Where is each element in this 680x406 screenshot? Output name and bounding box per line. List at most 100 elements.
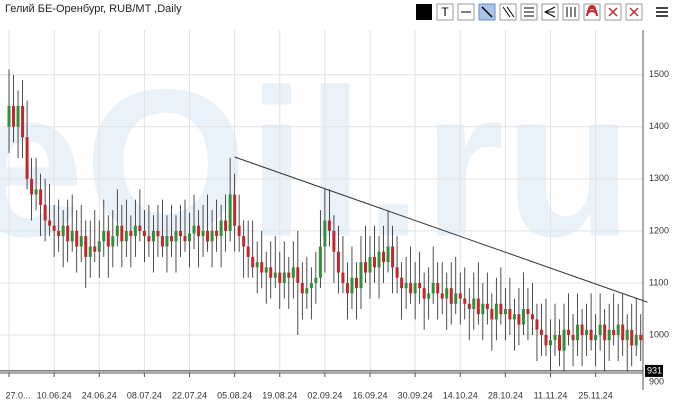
candle-body bbox=[521, 308, 525, 325]
candle-body bbox=[603, 324, 607, 341]
candle-body bbox=[639, 335, 643, 341]
y-tick-label: 1500 bbox=[649, 69, 669, 79]
candle-body bbox=[558, 335, 562, 351]
candle-body bbox=[472, 298, 476, 309]
candle-body bbox=[391, 246, 395, 268]
candle-body bbox=[264, 267, 268, 273]
candle-body bbox=[594, 335, 598, 341]
candle-body bbox=[530, 314, 534, 320]
candle-body bbox=[7, 105, 11, 127]
candle-body bbox=[354, 277, 358, 289]
icon bbox=[586, 5, 598, 17]
x-tick-label: 24.06.24 bbox=[82, 390, 117, 400]
candle-body bbox=[174, 230, 178, 242]
x-tick-label: 28.10.24 bbox=[488, 390, 523, 400]
candle-body bbox=[463, 298, 467, 304]
candle-body bbox=[436, 282, 440, 294]
candle-body bbox=[106, 230, 110, 247]
candle-body bbox=[160, 236, 164, 247]
candle-body bbox=[61, 225, 65, 237]
candle-body bbox=[52, 225, 56, 231]
candle-body bbox=[318, 246, 322, 278]
candle-body bbox=[567, 329, 571, 336]
candle-body bbox=[305, 288, 309, 294]
candle-body bbox=[237, 225, 241, 237]
candle-body bbox=[526, 308, 530, 315]
candle-body bbox=[215, 230, 219, 237]
y-tick-label: 1100 bbox=[649, 277, 668, 287]
x-tick-label: 11.11.24 bbox=[534, 390, 568, 400]
candle-body bbox=[201, 230, 205, 237]
x-tick-label: 25.11.24 bbox=[578, 390, 612, 400]
candle-body bbox=[151, 230, 155, 242]
text-button[interactable] bbox=[436, 3, 454, 21]
candle-body bbox=[269, 267, 273, 278]
color-button[interactable] bbox=[416, 4, 432, 20]
candle-body bbox=[138, 225, 142, 231]
candle-body bbox=[246, 246, 250, 257]
candle-body bbox=[169, 236, 173, 242]
candle-body bbox=[382, 251, 386, 263]
candle-body bbox=[409, 282, 413, 294]
candle-body bbox=[503, 308, 507, 315]
candle-body bbox=[197, 225, 201, 237]
candle-body bbox=[413, 282, 417, 294]
last-price-tag bbox=[645, 364, 663, 377]
candle-body bbox=[206, 230, 210, 242]
candle-body bbox=[57, 230, 61, 237]
candle-body bbox=[233, 194, 237, 226]
candle-body bbox=[476, 298, 480, 315]
candle-body bbox=[585, 329, 589, 336]
candle-body bbox=[43, 204, 47, 221]
candle-body bbox=[102, 230, 106, 242]
candle-body bbox=[562, 329, 566, 351]
candle-body bbox=[278, 272, 282, 283]
x-tick-label: 02.09.24 bbox=[307, 390, 342, 400]
candle-body bbox=[359, 262, 363, 289]
candle-body bbox=[368, 256, 372, 273]
candle-body bbox=[539, 329, 543, 336]
candle-body bbox=[79, 236, 83, 247]
candle-body bbox=[84, 236, 88, 257]
candle-body bbox=[363, 262, 367, 273]
candle-body bbox=[422, 288, 426, 299]
candle-body bbox=[111, 236, 115, 247]
x-tick-label: 16.09.24 bbox=[352, 390, 387, 400]
candle-body bbox=[25, 137, 29, 179]
candle-body bbox=[467, 303, 471, 309]
candle-body bbox=[115, 225, 119, 237]
menu-button[interactable] bbox=[656, 7, 668, 17]
candle-body bbox=[75, 230, 79, 247]
candle-body bbox=[251, 256, 255, 268]
candle-body bbox=[535, 319, 539, 330]
candle-body bbox=[548, 340, 552, 346]
icon bbox=[481, 6, 493, 18]
candle-body bbox=[291, 267, 295, 278]
candle-body bbox=[39, 189, 43, 205]
candle-body bbox=[544, 335, 548, 346]
candle-body bbox=[12, 105, 16, 127]
icon bbox=[629, 7, 639, 17]
candle-body bbox=[517, 314, 521, 325]
candle-body bbox=[147, 236, 151, 242]
candle-body bbox=[598, 324, 602, 336]
candle-body bbox=[386, 246, 390, 263]
candle-body bbox=[512, 314, 516, 320]
icon bbox=[502, 6, 515, 18]
watermark: eOil.ru bbox=[0, 45, 633, 280]
channel-button[interactable] bbox=[499, 3, 517, 21]
candle-body bbox=[48, 220, 52, 226]
candle-body bbox=[120, 225, 124, 242]
icon bbox=[566, 7, 576, 17]
candle-body bbox=[485, 303, 489, 309]
candle-body bbox=[97, 241, 101, 252]
candle-body bbox=[458, 293, 462, 299]
candle-body bbox=[625, 329, 629, 341]
candle-body bbox=[440, 293, 444, 299]
candle-body bbox=[30, 178, 34, 195]
candle-body bbox=[183, 236, 187, 242]
candle-body bbox=[282, 272, 286, 283]
candle-body bbox=[589, 329, 593, 341]
